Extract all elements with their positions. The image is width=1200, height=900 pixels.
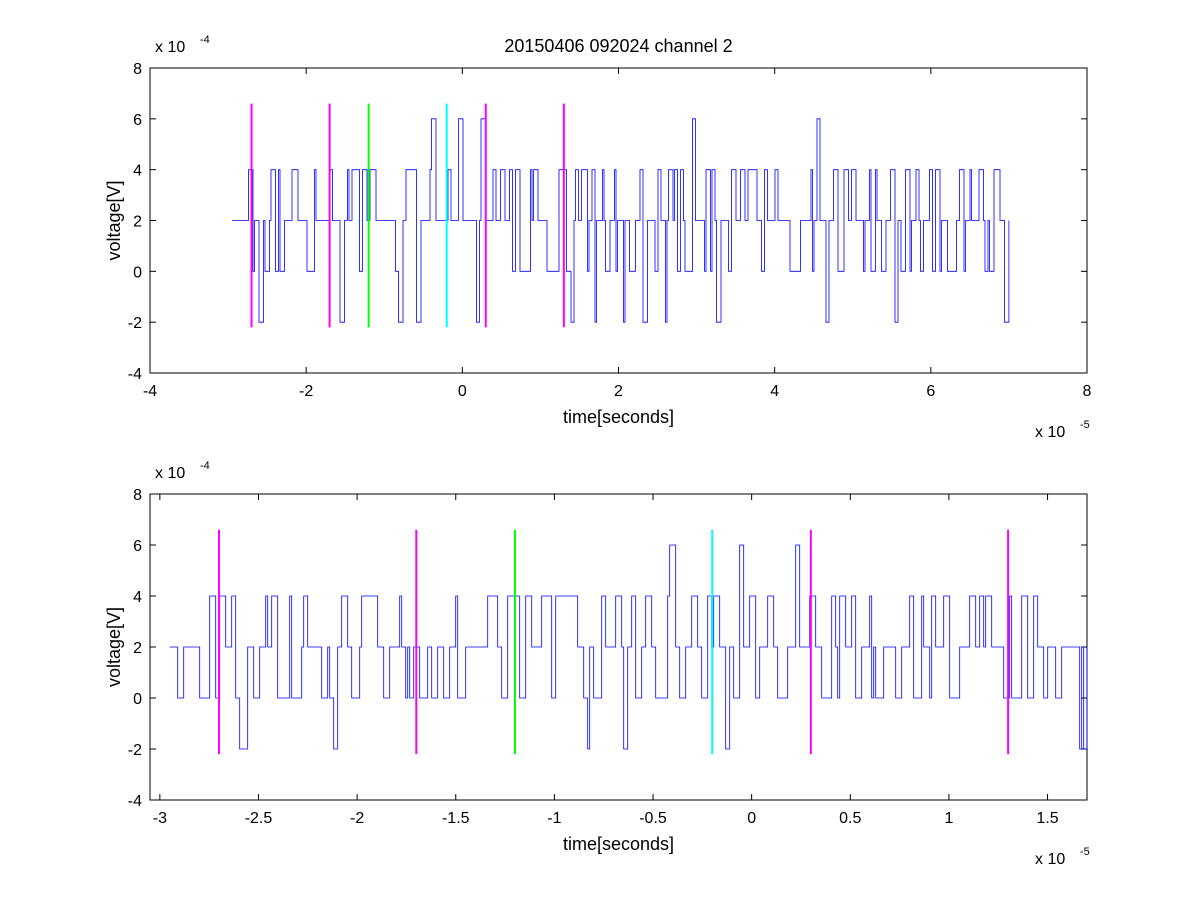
y-tick-label: 4 (133, 589, 142, 606)
y-tick-label: 4 (133, 163, 142, 180)
x-tick-label: -1 (547, 810, 561, 827)
x-tick-label: -0.5 (639, 810, 667, 827)
signal-series (169, 544, 1088, 750)
x-multiplier-base: x 10 (1035, 424, 1065, 441)
x-tick-label: 0 (747, 810, 756, 827)
y-tick-label: 8 (133, 487, 142, 504)
y-tick-label: 6 (133, 112, 142, 129)
x-axis-label: time[seconds] (563, 407, 674, 427)
x-axis-label: time[seconds] (563, 834, 674, 854)
y-tick-label: -2 (128, 315, 142, 332)
x-multiplier-exponent: -5 (1080, 419, 1090, 431)
x-tick-label: -2 (350, 810, 364, 827)
y-tick-label: -4 (128, 793, 142, 810)
x-multiplier-base: x 10 (1035, 851, 1065, 868)
chart-title: 20150406 092024 channel 2 (504, 36, 732, 56)
x-tick-label: -3 (153, 810, 167, 827)
y-axis-label: voltage[V] (104, 180, 124, 260)
y-tick-label: 2 (133, 640, 142, 657)
x-tick-label: 0 (458, 383, 467, 400)
axes-box (149, 493, 1088, 801)
signal-series (232, 118, 1010, 323)
y-tick-label: 0 (133, 691, 142, 708)
y-multiplier-exponent: -4 (200, 460, 210, 472)
y-tick-label: -2 (128, 742, 142, 759)
y-multiplier-exponent: -4 (200, 34, 210, 46)
top-chart: -4 -2 0 2 4 6 8 -4 -2 0 2 4 6 8 time[seconds] voltage[V… (104, 34, 1092, 441)
y-tick-label: 6 (133, 538, 142, 555)
y-multiplier-base: x 10 (155, 465, 185, 482)
x-tick-label: 8 (1083, 383, 1092, 400)
x-tick-label: 0.5 (839, 810, 861, 827)
x-tick-label: -4 (143, 383, 157, 400)
y-multiplier-base: x 10 (155, 39, 185, 56)
x-tick-label: 6 (926, 383, 935, 400)
y-tick-label: -4 (128, 366, 142, 383)
y-tick-label: 0 (133, 264, 142, 281)
x-multiplier-exponent: -5 (1080, 846, 1090, 858)
y-axis-label: voltage[V] (104, 607, 124, 687)
x-tick-label: 4 (770, 383, 779, 400)
x-tick-label: 1.5 (1036, 810, 1058, 827)
x-tick-label: 2 (614, 383, 623, 400)
bottom-chart: -3 -2.5 -2 -1.5 -1 -0.5 0 0.5 1 1.5 -4 -2 0 2 4 6 8 time[… (104, 460, 1090, 868)
x-tick-label: 1 (944, 810, 953, 827)
x-tick-label: -2 (299, 383, 313, 400)
x-tick-label: -2.5 (245, 810, 273, 827)
x-tick-label: -1.5 (442, 810, 470, 827)
y-tick-label: 2 (133, 214, 142, 231)
y-tick-label: 8 (133, 61, 142, 78)
